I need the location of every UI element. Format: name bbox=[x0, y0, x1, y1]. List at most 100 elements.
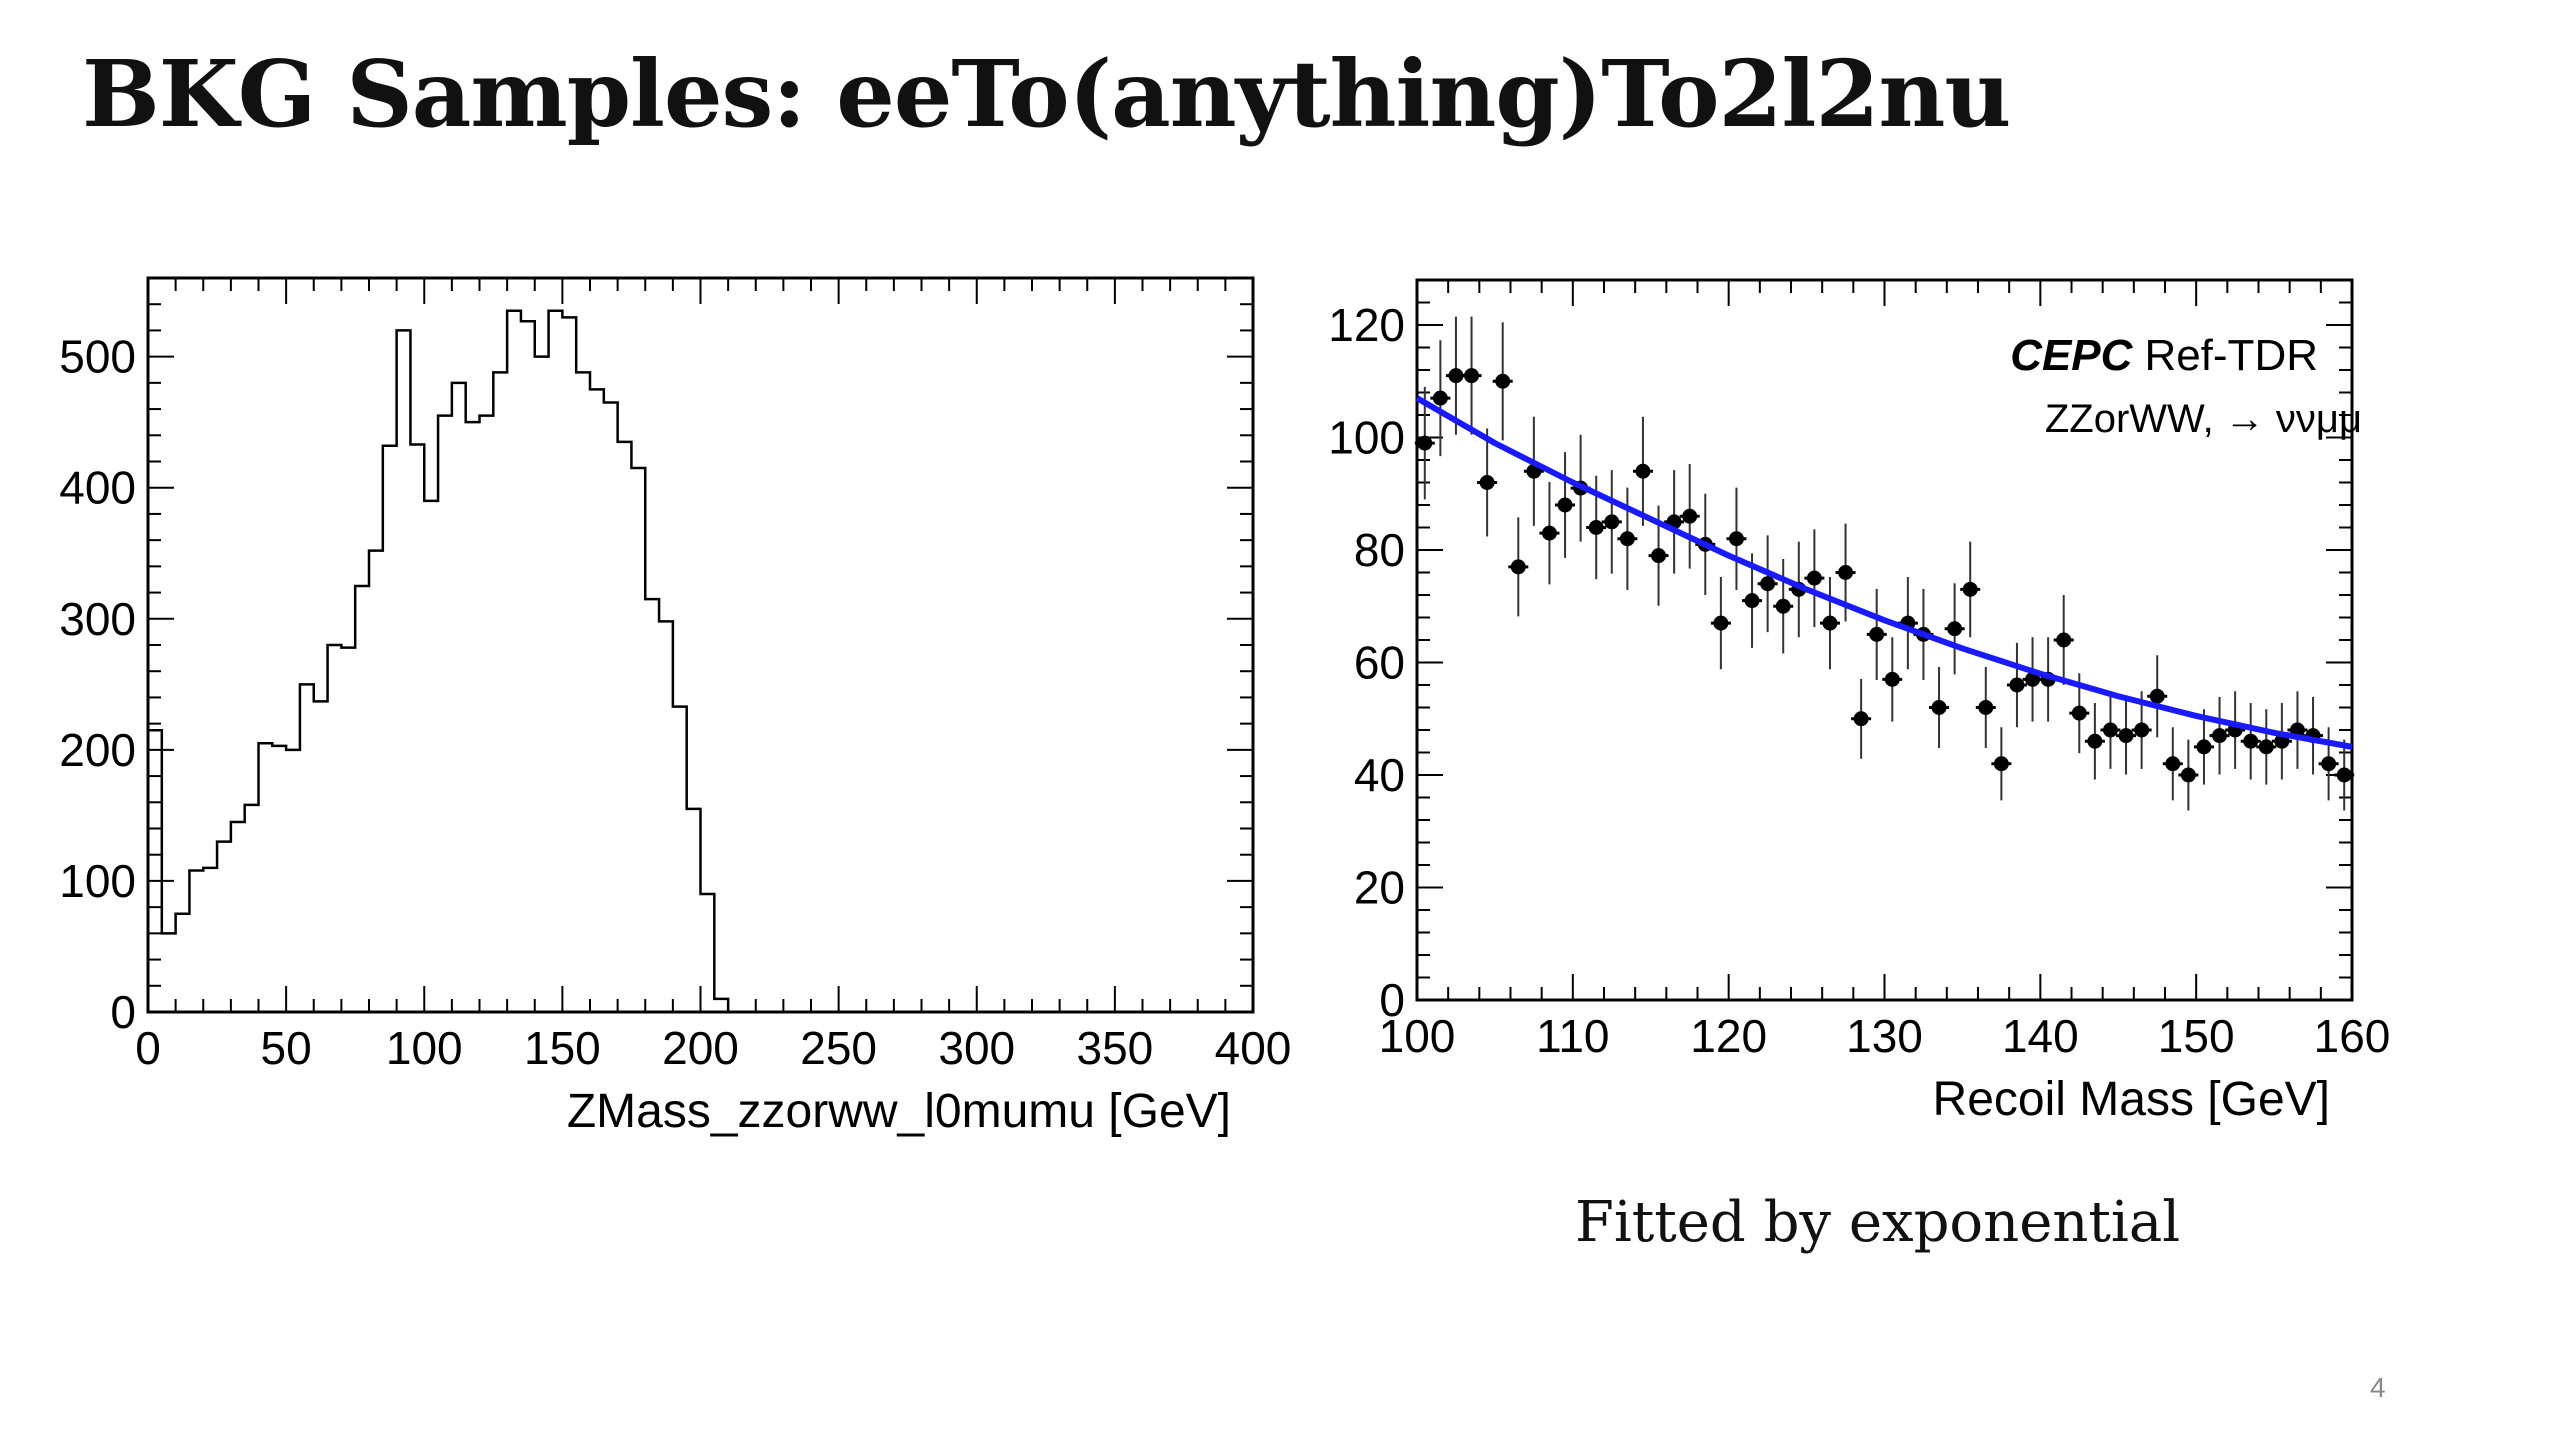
histogram-bin bbox=[148, 730, 162, 1012]
y-tick-label: 100 bbox=[59, 855, 136, 907]
data-point bbox=[1541, 525, 1557, 541]
page-number: 4 bbox=[2370, 1372, 2386, 1403]
data-point bbox=[1479, 475, 1495, 490]
legend-label: Ref-TDR bbox=[2144, 331, 2318, 380]
data-point bbox=[2025, 671, 2041, 687]
data-point bbox=[1775, 598, 1791, 614]
data-point bbox=[1884, 671, 1900, 687]
data-point bbox=[2118, 728, 2134, 744]
y-tick-label: 300 bbox=[59, 593, 136, 645]
y-tick-label: 200 bbox=[59, 724, 136, 776]
legend-experiment: CEPC bbox=[2010, 331, 2133, 380]
data-point bbox=[2165, 756, 2181, 772]
histogram-bin bbox=[618, 442, 632, 1012]
y-tick-label: 40 bbox=[1354, 749, 1405, 801]
data-point bbox=[1682, 508, 1698, 524]
data-point bbox=[1510, 559, 1526, 575]
slide-title: BKG Samples: eeTo(anything)To2l2nu bbox=[82, 40, 2011, 148]
x-tick-label: 160 bbox=[2314, 1010, 2391, 1062]
x-tick-label: 100 bbox=[386, 1022, 463, 1074]
x-tick-label: 140 bbox=[2002, 1010, 2079, 1062]
histogram-bin bbox=[424, 501, 438, 1012]
x-axis-label: Recoil Mass [GeV] bbox=[1933, 1073, 2330, 1126]
data-point bbox=[1557, 497, 1573, 513]
x-tick-label: 50 bbox=[261, 1022, 312, 1074]
y-tick-label: 500 bbox=[59, 331, 136, 383]
data-point bbox=[1822, 615, 1838, 631]
histogram-bin bbox=[521, 321, 535, 1012]
data-point bbox=[2321, 756, 2337, 772]
data-point bbox=[2149, 688, 2165, 704]
histogram-bin bbox=[369, 551, 383, 1012]
histogram-bin bbox=[328, 645, 342, 1012]
data-point bbox=[1464, 368, 1480, 384]
data-point bbox=[1993, 756, 2009, 772]
data-point bbox=[1869, 626, 1885, 642]
data-point bbox=[2134, 722, 2150, 738]
histogram-bin bbox=[631, 468, 645, 1012]
data-point bbox=[1635, 463, 1651, 479]
x-tick-label: 150 bbox=[2158, 1010, 2235, 1062]
x-tick-label: 110 bbox=[1536, 1010, 1609, 1062]
data-point bbox=[1947, 621, 1963, 637]
x-axis-label: ZMass_zzorww_l0mumu [GeV] bbox=[567, 1085, 1231, 1138]
histogram-bin bbox=[480, 416, 494, 1012]
data-point bbox=[1838, 565, 1854, 580]
histogram-outline bbox=[146, 309, 742, 1014]
x-tick-label: 0 bbox=[135, 1022, 161, 1074]
histogram-bin bbox=[272, 746, 286, 1012]
data-point bbox=[1432, 390, 1448, 406]
x-tick-label: 130 bbox=[1846, 1010, 1923, 1062]
histogram-bin bbox=[231, 822, 245, 1012]
y-tick-label: 0 bbox=[110, 986, 136, 1038]
data-point bbox=[2212, 728, 2228, 744]
histogram-bin bbox=[383, 446, 397, 1012]
x-tick-label: 150 bbox=[524, 1022, 601, 1074]
x-tick-label: 350 bbox=[1077, 1022, 1154, 1074]
data-point bbox=[1962, 581, 1978, 597]
histogram-bin bbox=[397, 330, 411, 1012]
x-tick-label: 250 bbox=[800, 1022, 877, 1074]
histogram-bin bbox=[245, 805, 259, 1012]
histogram-bin bbox=[410, 444, 424, 1012]
exponential-fit-line bbox=[1415, 395, 2353, 750]
histogram-bin bbox=[535, 357, 549, 1012]
histogram-bin bbox=[714, 999, 728, 1012]
data-point bbox=[2243, 733, 2259, 749]
histogram-bin bbox=[466, 422, 480, 1012]
legend-process: ZZorWW, → ννμμ bbox=[2045, 397, 2362, 441]
histogram-bin bbox=[452, 383, 466, 1012]
histogram-bin bbox=[701, 894, 715, 1012]
data-point bbox=[1744, 593, 1760, 609]
histogram-bin bbox=[493, 372, 507, 1012]
data-point bbox=[2258, 739, 2274, 755]
histogram-bin bbox=[687, 809, 701, 1012]
histogram-bin bbox=[438, 416, 452, 1012]
histogram-bin bbox=[604, 403, 618, 1012]
y-tick-label: 20 bbox=[1354, 862, 1405, 914]
zmass-histogram-chart: 0 50 100 150 200 250 300 350 400 0 100 200 300 400 500… bbox=[59, 276, 1291, 1138]
data-point bbox=[2087, 733, 2103, 749]
y-tick-label: 0 bbox=[1379, 974, 1405, 1026]
data-point bbox=[2056, 632, 2072, 648]
histogram-bin bbox=[286, 750, 300, 1012]
histogram-bin bbox=[673, 707, 687, 1012]
data-point bbox=[2071, 705, 2087, 721]
data-point bbox=[1728, 531, 1744, 547]
histogram-bin bbox=[562, 317, 576, 1012]
data-point bbox=[2009, 677, 2025, 693]
histogram-bin bbox=[203, 868, 217, 1012]
data-point bbox=[2102, 722, 2118, 738]
x-tick-label: 200 bbox=[662, 1022, 739, 1074]
data-point bbox=[2180, 767, 2196, 783]
y-tick-label: 120 bbox=[1328, 299, 1405, 351]
histogram-bin bbox=[507, 311, 521, 1012]
data-point bbox=[1853, 711, 1869, 727]
histogram-bin bbox=[659, 621, 673, 1012]
legend-title: CEPC Ref-TDR bbox=[2010, 331, 2318, 380]
data-point bbox=[1604, 514, 1620, 530]
data-point bbox=[1713, 615, 1729, 631]
data-point bbox=[1931, 700, 1947, 715]
histogram-bin bbox=[590, 389, 604, 1012]
histogram-bin bbox=[549, 311, 563, 1012]
